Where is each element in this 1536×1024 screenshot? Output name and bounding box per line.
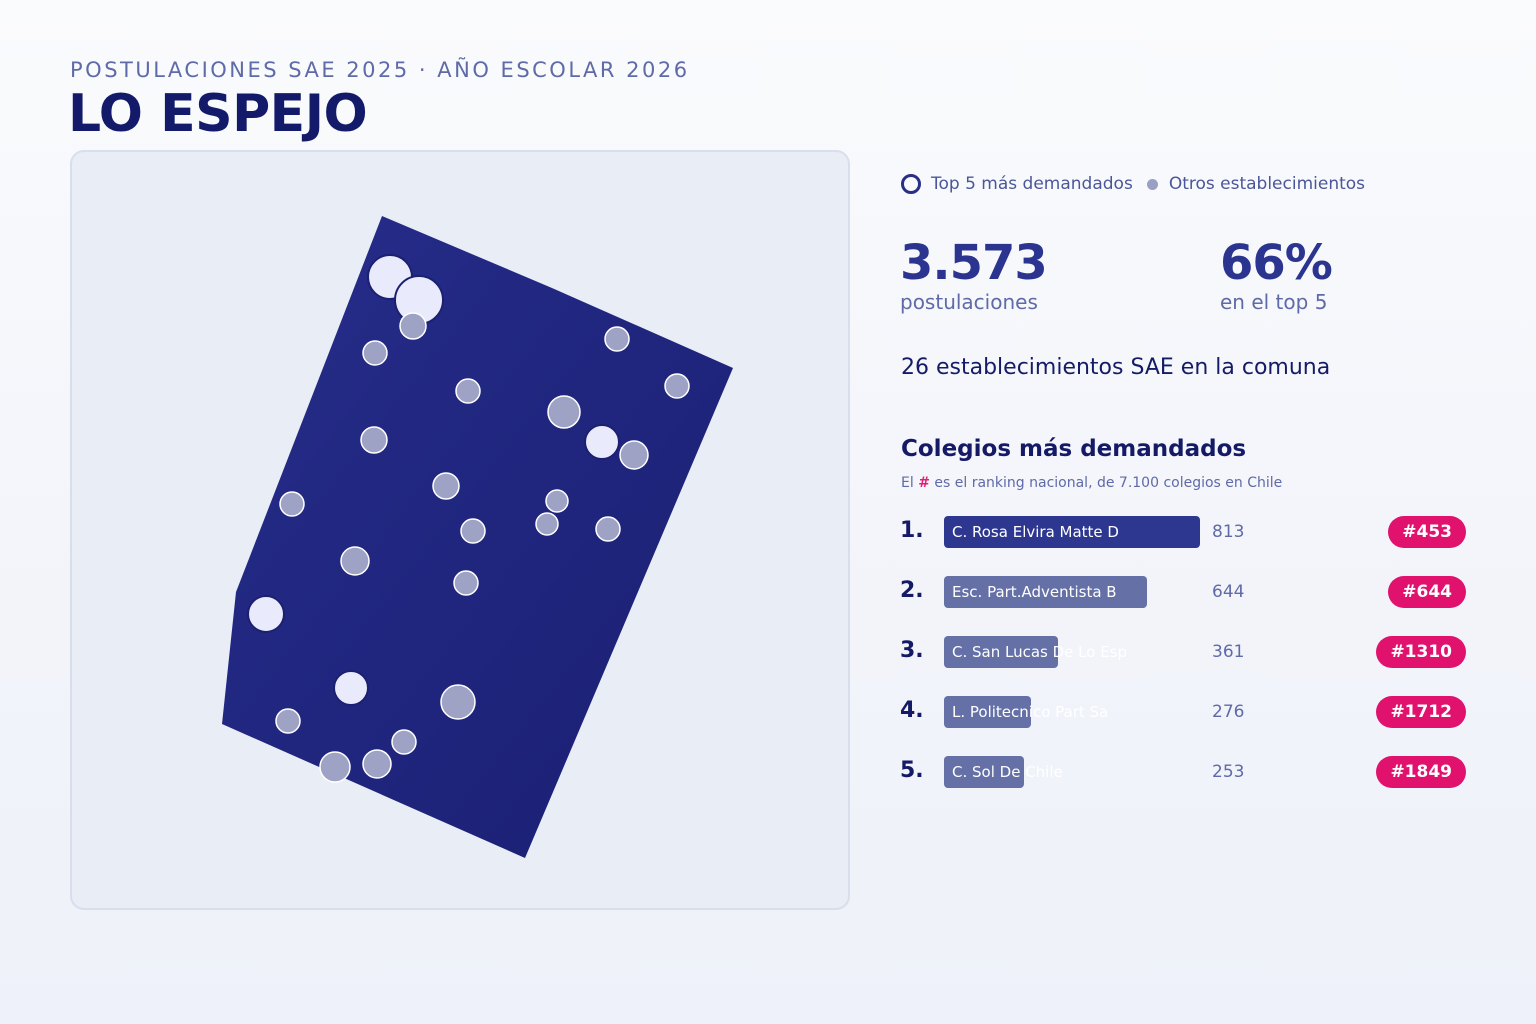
rank-number: 5. — [900, 758, 924, 783]
ranking-subtitle-before: El — [901, 475, 914, 491]
top-school-ring-icon — [901, 174, 921, 194]
top-school-marker — [584, 424, 620, 460]
school-name: C. Sol De Chile — [952, 763, 1063, 781]
ranking-subtitle-hash: # — [918, 475, 930, 491]
top-school-marker — [333, 670, 369, 706]
stat-top5-value: 66% — [1220, 235, 1333, 291]
national-rank-badge: #1712 — [1376, 696, 1466, 728]
school-name: Esc. Part.Adventista B — [952, 583, 1117, 601]
legend-top-label: Top 5 más demandados — [931, 174, 1133, 194]
national-rank-badge: #1310 — [1376, 636, 1466, 668]
school-marker — [595, 516, 621, 542]
applications-value: 644 — [1212, 582, 1245, 602]
school-marker — [362, 340, 388, 366]
school-marker — [453, 570, 479, 596]
ranking-row: 2. Esc. Part.Adventista B 644 #644 — [900, 576, 1466, 612]
rank-bar — [944, 516, 1200, 548]
map-panel — [70, 150, 850, 910]
school-marker — [340, 546, 370, 576]
school-marker — [547, 395, 581, 429]
applications-value: 361 — [1212, 642, 1245, 662]
school-name: C. Rosa Elvira Matte D — [952, 523, 1119, 541]
map-legend: Top 5 más demandados Otros establecimien… — [901, 174, 1365, 194]
ranking-row: 4. L. Politecnico Part Sa 276 #1712 — [900, 696, 1466, 732]
school-marker — [432, 472, 460, 500]
school-marker — [535, 512, 559, 536]
rank-number: 4. — [900, 698, 924, 723]
school-marker — [460, 518, 486, 544]
rank-bar — [944, 636, 1058, 668]
stat-postulaciones: 3.573 postulaciones — [900, 234, 1048, 314]
rank-number: 3. — [900, 638, 924, 663]
ranking-row: 5. C. Sol De Chile 253 #1849 — [900, 756, 1466, 792]
ranking-row: 1. C. Rosa Elvira Matte D 813 #453 — [900, 516, 1466, 552]
rank-number: 2. — [900, 578, 924, 603]
stat-top5: 66% en el top 5 — [1220, 234, 1333, 314]
school-marker — [391, 729, 417, 755]
rank-number: 1. — [900, 518, 924, 543]
school-marker — [399, 312, 427, 340]
applications-value: 813 — [1212, 522, 1245, 542]
rank-bar — [944, 576, 1147, 608]
school-marker — [545, 489, 569, 513]
ranking-row: 3. C. San Lucas De Lo Esp 361 #1310 — [900, 636, 1466, 672]
page-title: LO ESPEJO — [68, 84, 368, 144]
ranking-subtitle: El # es el ranking nacional, de 7.100 co… — [901, 475, 1282, 491]
legend-other-label: Otros establecimientos — [1168, 174, 1366, 194]
school-marker — [455, 378, 481, 404]
rank-bar — [944, 696, 1031, 728]
school-marker — [619, 440, 649, 470]
ranking-subtitle-after: es el ranking nacional, de 7.100 colegio… — [934, 475, 1283, 491]
national-rank-badge: #644 — [1388, 576, 1466, 608]
school-markers — [247, 254, 690, 783]
ranking-title: Colegios más demandados — [901, 436, 1247, 462]
school-name: L. Politecnico Part Sa — [952, 703, 1109, 721]
rank-bar — [944, 756, 1024, 788]
national-rank-badge: #1849 — [1376, 756, 1466, 788]
school-marker — [362, 749, 392, 779]
applications-value: 253 — [1212, 762, 1245, 782]
school-marker — [319, 751, 351, 783]
school-marker — [440, 684, 476, 720]
commune-map — [222, 216, 733, 858]
stat-top5-label: en el top 5 — [1220, 290, 1328, 314]
school-name: C. San Lucas De Lo Esp — [952, 643, 1128, 661]
establishments-count: 26 establecimientos SAE en la comuna — [901, 355, 1331, 380]
stat-postulaciones-label: postulaciones — [900, 290, 1038, 314]
stat-postulaciones-value: 3.573 — [900, 235, 1048, 291]
school-marker — [279, 491, 305, 517]
page-kicker: POSTULACIONES SAE 2025 · AÑO ESCOLAR 202… — [70, 58, 690, 82]
school-marker — [604, 326, 630, 352]
school-marker — [664, 373, 690, 399]
other-school-dot-icon — [1146, 178, 1158, 190]
national-rank-badge: #453 — [1388, 516, 1466, 548]
applications-value: 276 — [1212, 702, 1245, 722]
school-marker — [360, 426, 388, 454]
top-school-marker — [247, 595, 285, 633]
school-marker — [275, 708, 301, 734]
